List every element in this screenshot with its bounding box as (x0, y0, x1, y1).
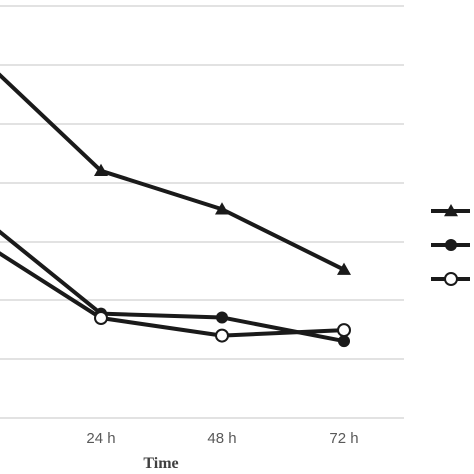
series-lines (0, 72, 351, 348)
open-circle-marker (94, 311, 108, 326)
open-circle-marker (215, 328, 229, 343)
open-circle-marker (337, 323, 351, 338)
triangle-marker (444, 204, 458, 217)
legend-key-triangle (431, 204, 470, 217)
triangle-marker (94, 163, 108, 177)
filled-circle-marker (338, 335, 350, 348)
legend-key-filled-circle (431, 239, 470, 251)
filled-circle-marker (445, 239, 457, 251)
series-line (0, 72, 345, 272)
gridlines (0, 5, 404, 419)
legend (431, 204, 470, 286)
series-triangle (0, 72, 351, 275)
legend-key-open-circle (431, 272, 470, 286)
triangle-marker (215, 202, 229, 215)
x-tick-label: 48 h (207, 430, 236, 447)
open-circle-marker (444, 272, 458, 286)
series-line (0, 251, 345, 338)
x-tick-label: 72 h (329, 430, 358, 447)
triangle-marker (337, 262, 351, 275)
x-tick-labels: 24 h 48 h 72 h (86, 430, 358, 447)
x-axis-title: Time (143, 455, 178, 472)
filled-circle-marker (216, 311, 228, 324)
series-open-circle (0, 251, 351, 343)
x-tick-label: 24 h (86, 430, 115, 447)
series-line (0, 229, 345, 344)
